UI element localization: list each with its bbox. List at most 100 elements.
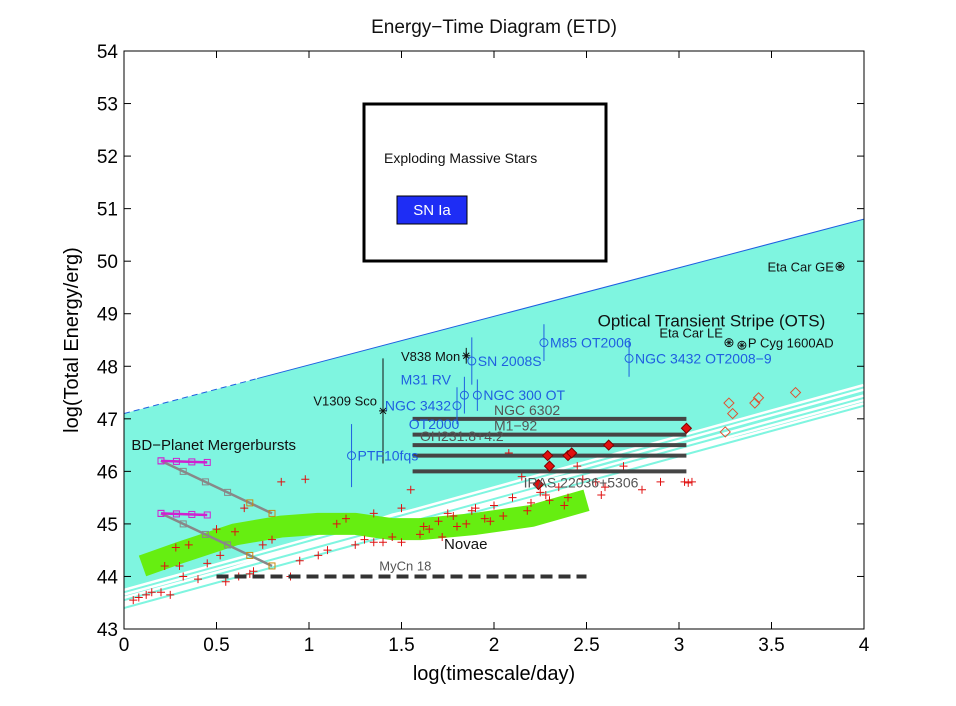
nova-point <box>142 590 151 599</box>
nova-point <box>560 501 569 510</box>
diamond-filled <box>532 478 545 491</box>
y-tick-label: 44 <box>97 567 119 588</box>
diamond-filled <box>543 460 556 472</box>
nova-point <box>499 512 508 521</box>
label-v838-mon: V838 Mon <box>401 349 460 364</box>
mergerburst-square <box>268 562 276 570</box>
nova-point <box>591 477 600 486</box>
nova-point <box>258 540 267 549</box>
label-ngc300-ot: NGC 300 OT <box>483 387 565 403</box>
legend-frame <box>362 102 608 263</box>
nova-point <box>194 575 202 584</box>
lower-stripe-line-1 <box>124 396 864 602</box>
y-tick-label: 53 <box>97 95 118 116</box>
transient-marker <box>737 340 747 350</box>
legend-swatch-sn-ia <box>396 195 468 225</box>
y-tick-label: 43 <box>97 620 118 641</box>
transient-marker <box>624 353 634 363</box>
label-eta-car-ge: Eta Car GE <box>767 259 834 274</box>
x-tick-label: 1.5 <box>388 635 414 656</box>
nova-point <box>578 475 587 484</box>
nova-point <box>129 596 138 605</box>
nova-point <box>680 477 689 486</box>
nova-point <box>443 509 452 518</box>
y-tick-label: 49 <box>97 305 118 326</box>
nova-point <box>351 540 360 549</box>
mergerburst-line-lower <box>160 512 273 568</box>
nova-point <box>638 485 646 494</box>
nova-point <box>449 512 458 521</box>
mergerburst-square <box>246 551 254 559</box>
mergerburst-square <box>246 499 254 507</box>
diamond-open <box>752 392 765 404</box>
label-ngc3432-ot2000-line1: NGC 3432 <box>385 398 451 414</box>
transient-marker <box>539 338 549 348</box>
nova-point <box>184 540 193 549</box>
transient-marker <box>379 406 387 415</box>
mergerburst-square <box>188 458 196 466</box>
nova-point <box>438 533 447 542</box>
ots-upper-dashed-line <box>124 378 258 415</box>
transient-marker <box>462 351 471 360</box>
plot-area: 0 0.5 1 1.5 2 2.5 3 3.5 4 43 44 45 46 47 48 49 50 51 52 53 5… <box>97 42 870 656</box>
legend-entry-sn-ia: SN Ia <box>413 202 451 219</box>
nova-point <box>619 462 628 471</box>
nova-point <box>332 519 341 528</box>
mergerburst-square <box>203 511 211 519</box>
label-v1309-sco: V1309 Sco <box>313 393 377 408</box>
nova-point <box>462 519 471 528</box>
label-m31-rv: M31 RV <box>401 371 452 387</box>
mergerburst-square <box>201 478 209 486</box>
legend-title: Exploding Massive Stars <box>384 150 537 166</box>
diamond-filled <box>602 439 615 451</box>
nova-point <box>467 506 476 515</box>
diamond-filled <box>680 422 693 434</box>
nova-point <box>360 535 369 544</box>
mergerburst-square <box>172 510 180 518</box>
transient-marker <box>472 390 482 400</box>
nova-point <box>171 543 180 552</box>
mergerburst-square <box>157 457 165 465</box>
nova-point <box>419 522 428 531</box>
label-m1-92: M1−92 <box>494 418 537 434</box>
nova-point <box>314 551 323 560</box>
plot-clipped <box>124 218 864 612</box>
nova-point <box>179 572 188 581</box>
nova-point <box>425 525 434 534</box>
y-tick-label: 45 <box>97 515 118 536</box>
nova-point <box>545 496 554 505</box>
transient-marker <box>836 263 843 270</box>
label-iras22036: IRAS 22036+5306 <box>524 474 639 490</box>
nova-point <box>684 478 693 487</box>
chart-title: Energy−Time Diagram (ETD) <box>371 17 617 38</box>
x-tick-label: 1 <box>304 635 315 656</box>
ots-stripe-region <box>124 219 864 603</box>
label-novae: Novae <box>444 536 487 553</box>
diamond-filled <box>541 449 554 462</box>
y-tick-label: 54 <box>97 42 119 63</box>
mergerburst-mag-line-lower <box>160 512 208 517</box>
nova-point <box>573 462 582 471</box>
nova-point <box>564 493 572 502</box>
label-ngc3432-ot2008: NGC 3432 OT2008−9 <box>635 350 772 366</box>
nova-point <box>212 525 221 534</box>
nova-point <box>157 588 165 597</box>
x-tick-label: 2.5 <box>573 635 599 656</box>
x-tick-label: 4 <box>859 635 870 656</box>
mergerburst-square <box>157 509 165 517</box>
label-sn-2008s: SN 2008S <box>478 353 542 369</box>
x-tick-label: 3 <box>674 635 685 656</box>
mergerburst-square <box>201 530 209 538</box>
x-tick-label: 0.5 <box>203 635 229 656</box>
nova-point <box>175 561 184 570</box>
nova-point <box>245 569 254 578</box>
nova-point <box>527 498 535 507</box>
label-p-cyg: P Cyg 1600AD <box>748 336 834 351</box>
transient-marker <box>738 342 745 349</box>
mergerburst-square <box>179 467 187 475</box>
y-tick-label: 47 <box>97 410 118 431</box>
mergerburst-square <box>179 520 187 528</box>
nova-point <box>453 522 461 531</box>
label-ptf10fqs: PTF10fqs <box>358 448 419 464</box>
